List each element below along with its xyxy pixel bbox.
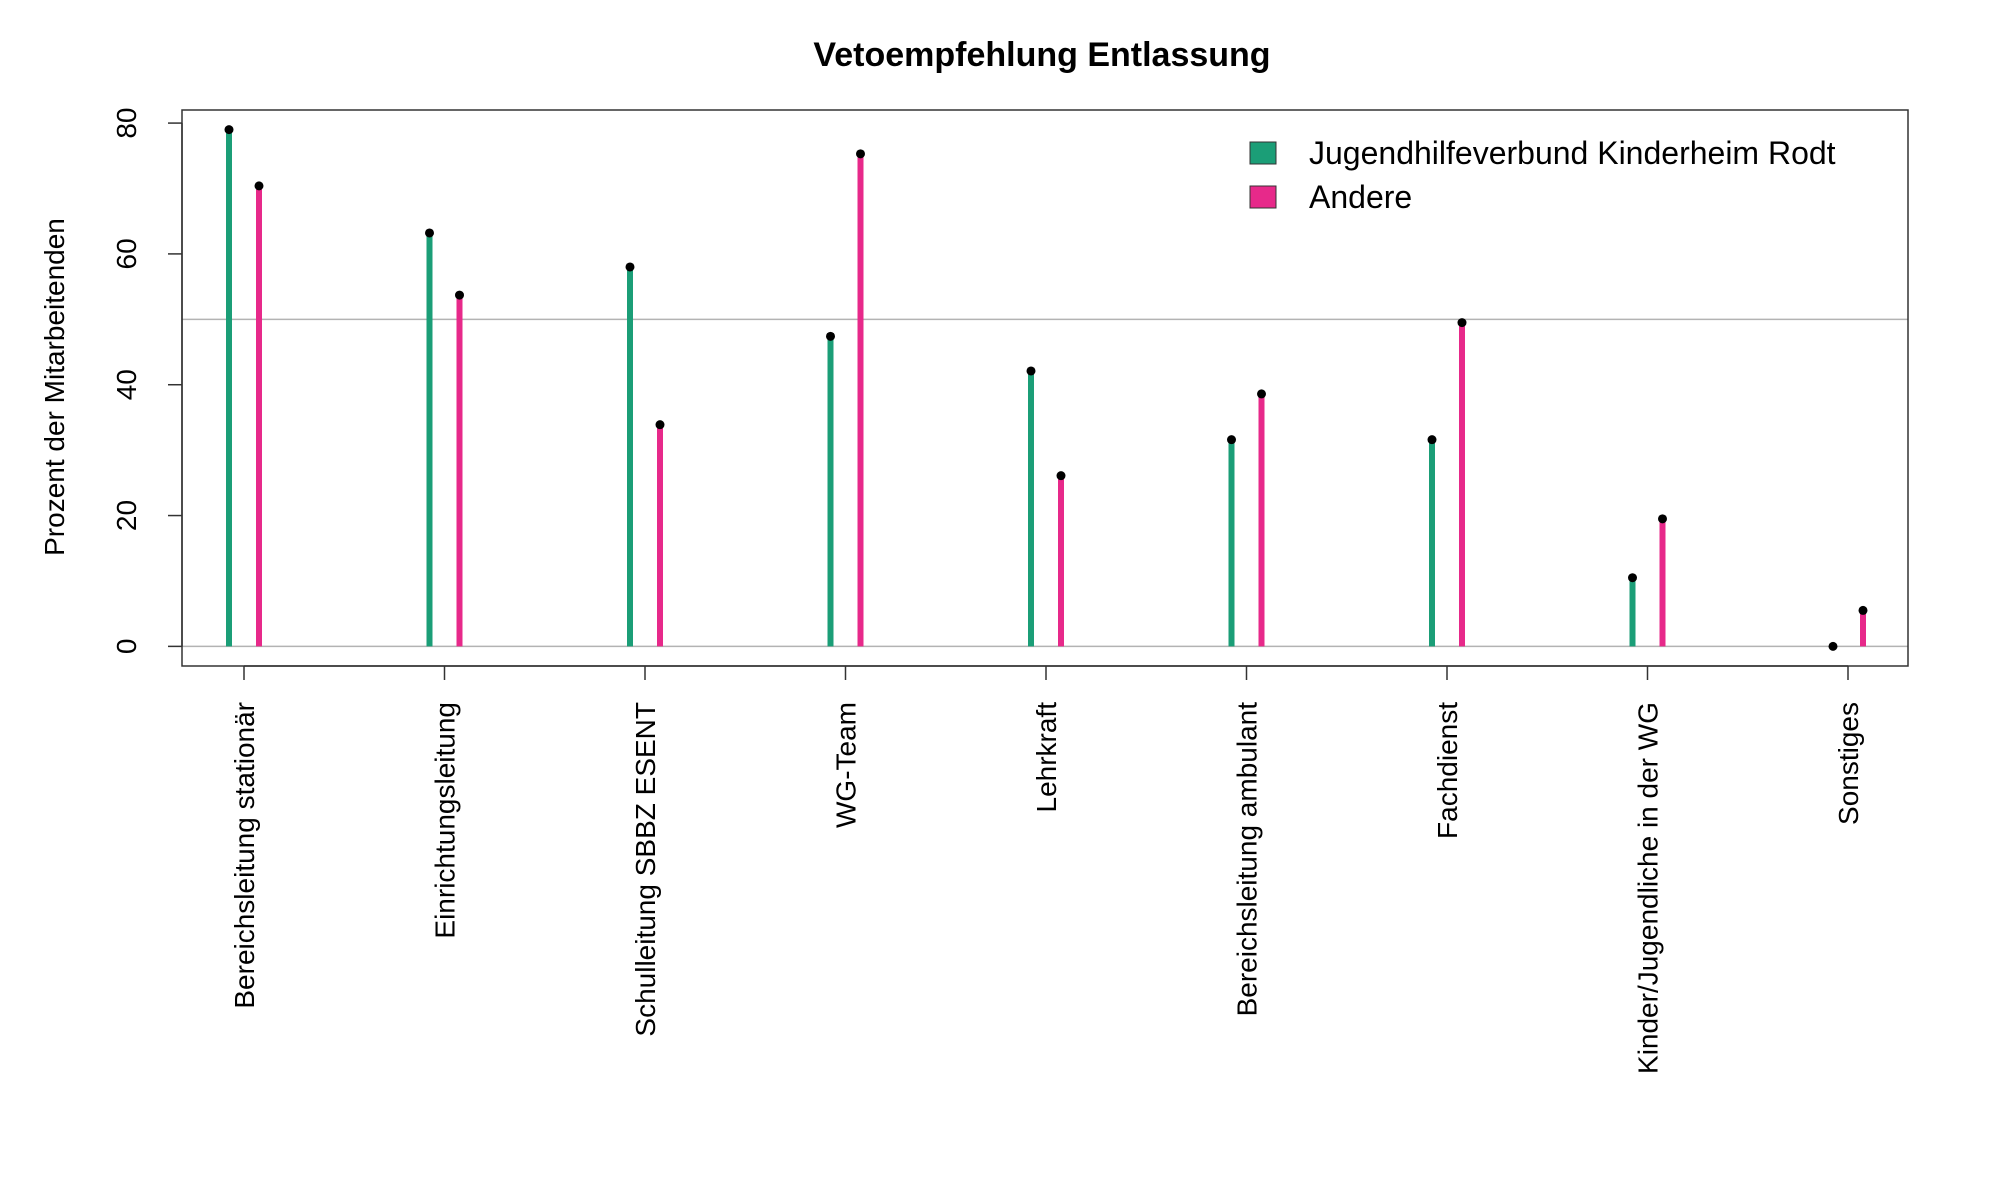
y-axis-label: Prozent der Mitarbeitenden bbox=[39, 218, 70, 556]
lollipop-point bbox=[1858, 605, 1868, 615]
y-tick-label: 20 bbox=[111, 500, 142, 531]
x-tick-label: Sonstiges bbox=[1833, 702, 1864, 825]
x-tick-label: Kinder/Jugendliche in der WG bbox=[1633, 702, 1664, 1074]
lollipop-point bbox=[625, 262, 635, 272]
lollipop-point bbox=[1457, 318, 1467, 328]
x-tick-label: Schulleitung SBBZ ESENT bbox=[630, 702, 661, 1037]
lollipop-point bbox=[1227, 435, 1236, 445]
lollipop-point bbox=[1056, 471, 1066, 481]
x-tick-label: Bereichsleitung stationär bbox=[229, 702, 260, 1009]
y-tick-label: 60 bbox=[111, 238, 142, 269]
chart-marks bbox=[224, 125, 1868, 651]
x-tick-label: WG-Team bbox=[831, 702, 862, 828]
lollipop-point bbox=[1257, 389, 1266, 399]
legend-swatch bbox=[1249, 185, 1277, 209]
chart-title: Vetoempfehlung Entlassung bbox=[813, 36, 1270, 74]
legend-label: Andere bbox=[1309, 179, 1412, 215]
lollipop-point bbox=[425, 228, 434, 238]
y-tick-label: 80 bbox=[111, 108, 142, 139]
lollipop-point bbox=[826, 331, 835, 341]
legend-label: Jugendhilfeverbund Kinderheim Rodt bbox=[1309, 135, 1836, 171]
y-axis: 0 20 40 60 80 bbox=[111, 108, 183, 655]
lollipop-point bbox=[254, 181, 264, 191]
x-tick-label: Lehrkraft bbox=[1031, 702, 1062, 813]
reference-lines bbox=[182, 318, 1908, 648]
y-tick-label: 40 bbox=[111, 369, 142, 400]
x-tick-label: Fachdienst bbox=[1432, 702, 1463, 839]
lollipop-point bbox=[1628, 573, 1637, 583]
lollipop-point bbox=[1026, 366, 1036, 376]
lollipop-point bbox=[1427, 435, 1437, 445]
x-axis: Bereichsleitung stationär Einrichtungslei… bbox=[229, 665, 1864, 1074]
legend-swatch bbox=[1249, 141, 1277, 165]
lollipop-point bbox=[224, 125, 234, 135]
lollipop-point bbox=[1658, 514, 1667, 524]
lollipop-point bbox=[655, 420, 665, 430]
x-tick-label: Bereichsleitung ambulant bbox=[1232, 702, 1263, 1017]
lollipop-point bbox=[455, 290, 464, 300]
y-tick-label: 0 bbox=[111, 639, 142, 655]
plot-frame bbox=[181, 109, 1909, 667]
lollipop-point bbox=[1828, 641, 1838, 651]
legend: Jugendhilfeverbund Kinderheim Rodt Andere bbox=[1249, 135, 1836, 215]
x-tick-label: Einrichtungsleitung bbox=[430, 702, 461, 939]
lollipop-point bbox=[856, 149, 865, 159]
